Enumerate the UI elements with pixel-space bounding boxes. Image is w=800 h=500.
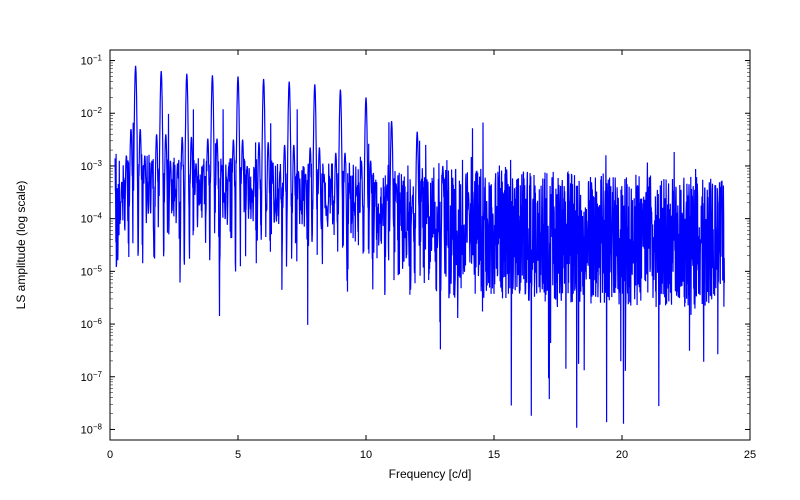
- svg-text:10−1: 10−1: [81, 53, 103, 68]
- x-axis-label: Frequency [c/d]: [389, 467, 472, 481]
- svg-text:10−2: 10−2: [81, 106, 103, 121]
- svg-text:10−8: 10−8: [81, 422, 103, 437]
- svg-text:10−6: 10−6: [81, 317, 103, 332]
- svg-text:10−5: 10−5: [81, 264, 103, 279]
- svg-text:5: 5: [235, 449, 241, 461]
- y-axis-label: LS amplitude (log scale): [14, 181, 28, 310]
- svg-text:0: 0: [107, 449, 113, 461]
- svg-text:25: 25: [744, 449, 756, 461]
- svg-text:10: 10: [360, 449, 372, 461]
- svg-text:10−7: 10−7: [81, 369, 103, 384]
- svg-text:15: 15: [488, 449, 500, 461]
- svg-text:20: 20: [616, 449, 628, 461]
- periodogram-chart: 0 5 10 15 20 25 10−8 10−7 10−6 10−5 10−4 10−3 10−2 10…: [0, 0, 800, 500]
- svg-text:10−4: 10−4: [81, 211, 103, 226]
- chart-container: 0 5 10 15 20 25 10−8 10−7 10−6 10−5 10−4 10−3 10−2 10…: [0, 0, 800, 500]
- svg-text:10−3: 10−3: [81, 158, 103, 173]
- spectrum-line: [115, 66, 724, 428]
